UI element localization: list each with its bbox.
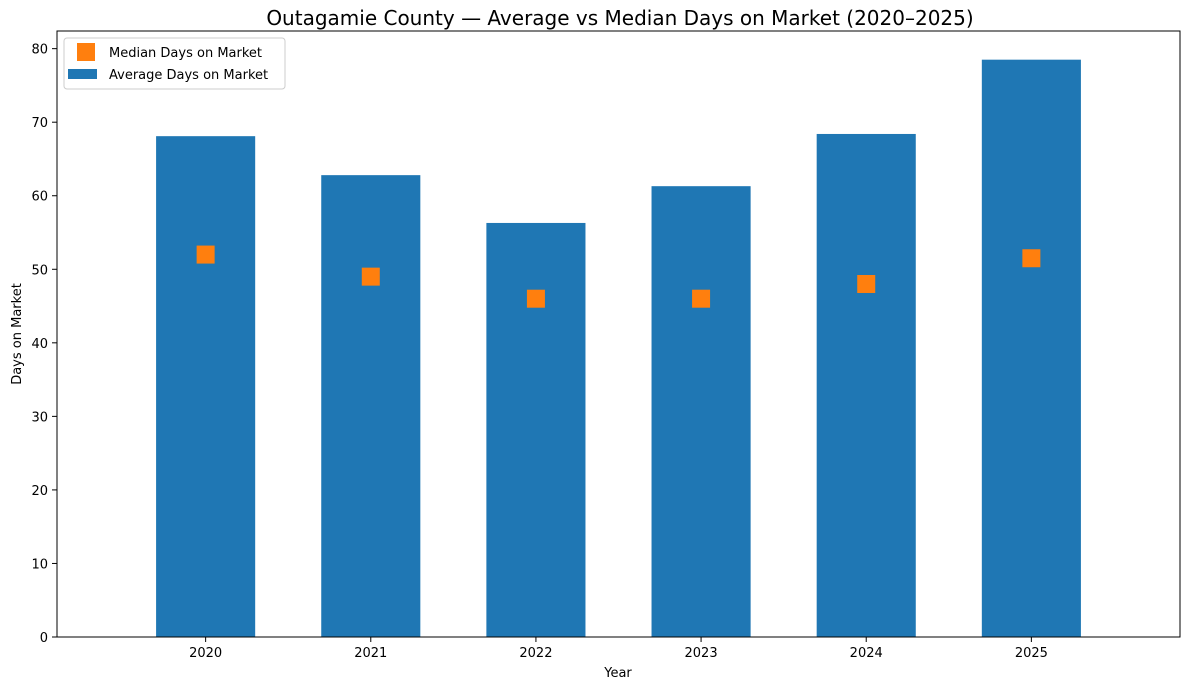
marker-median-2020: [196, 245, 215, 264]
legend-marker-median: [77, 43, 95, 61]
marker-median-2024: [857, 274, 876, 293]
x-tick-label: 2020: [189, 646, 222, 661]
bar-average-2024: [816, 133, 916, 637]
legend-swatch-average: [68, 69, 97, 79]
marker-median-2025: [1022, 249, 1041, 268]
plot-frame: [56, 30, 1181, 638]
x-tick-label: 2024: [850, 646, 883, 661]
bar-average-2020: [156, 136, 256, 638]
y-tick-label: 80: [31, 43, 48, 58]
y-tick-label: 50: [31, 263, 48, 278]
x-tick-label: 2025: [1015, 646, 1048, 661]
y-tick-label: 40: [31, 337, 48, 352]
marker-median-2022: [526, 289, 545, 308]
bar-average-2022: [486, 222, 586, 637]
legend-label-average: Average Days on Market: [109, 68, 268, 83]
marker-median-2021: [361, 267, 380, 286]
y-axis-title: Days on Market: [10, 283, 25, 385]
legend-label-median: Median Days on Market: [109, 46, 262, 61]
x-tick-label: 2022: [519, 646, 552, 661]
marker-median-2023: [692, 289, 711, 308]
y-axis: 0 10 20 30 40 50 60 70 80: [31, 43, 57, 646]
y-tick-label: 0: [40, 631, 48, 646]
y-tick-label: 10: [31, 557, 48, 572]
x-tick-label: 2023: [685, 646, 718, 661]
legend: Median Days on Market Average Days on Ma…: [63, 37, 286, 90]
bar-average-2021: [321, 175, 421, 637]
marker-series-median: [196, 245, 1041, 308]
y-tick-label: 70: [31, 116, 48, 131]
bar-average-2023: [651, 186, 751, 637]
x-axis-title: Year: [603, 666, 632, 681]
x-tick-label: 2021: [354, 646, 387, 661]
y-tick-label: 20: [31, 484, 48, 499]
chart-title: Outagamie County — Average vs Median Day…: [266, 6, 973, 30]
bar-average-2025: [981, 59, 1081, 638]
y-tick-label: 30: [31, 410, 48, 425]
legend-box: [63, 37, 286, 90]
x-axis: 2020 2021 2022 2023 2024 2025: [189, 637, 1048, 661]
y-tick-label: 60: [31, 190, 48, 205]
